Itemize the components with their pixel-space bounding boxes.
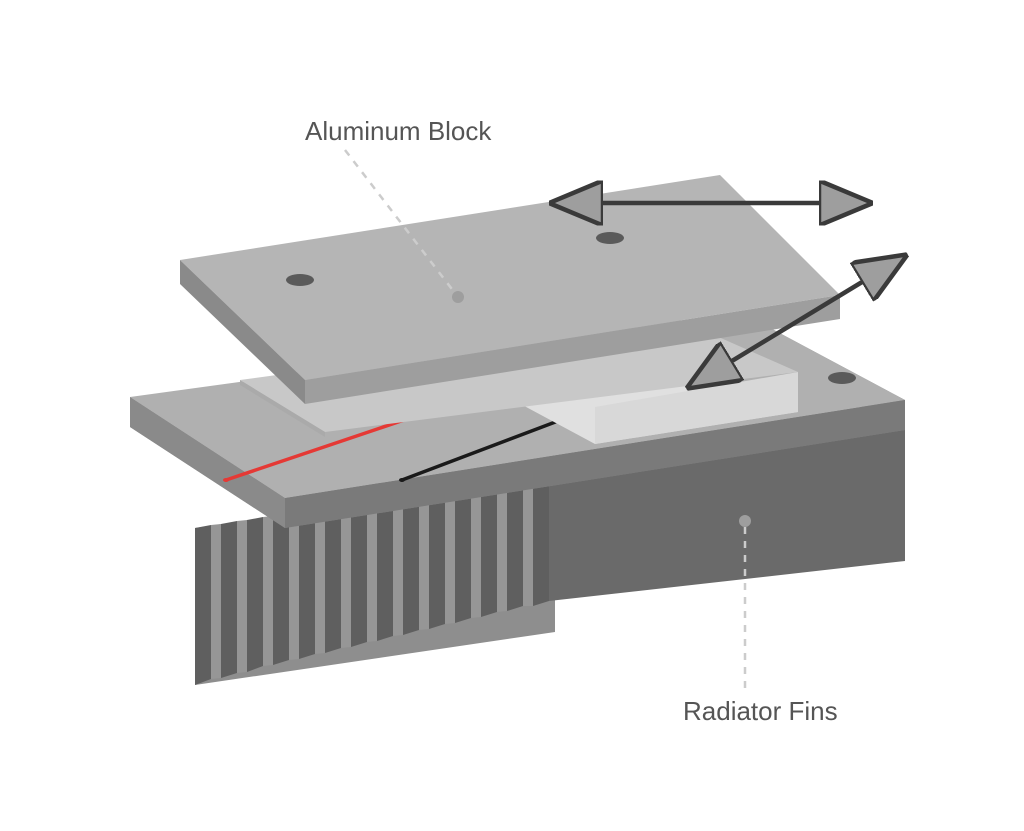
hole-top-left — [286, 274, 314, 286]
label-aluminum-block: Aluminum Block — [305, 116, 491, 147]
leader-top-dot — [452, 291, 464, 303]
heatsink-svg — [0, 0, 1024, 826]
leader-bottom-dot — [739, 515, 751, 527]
hole-top-right — [596, 232, 624, 244]
heatsink-diagram: Aluminum Block Radiator Fins — [0, 0, 1024, 826]
hole-base — [828, 372, 856, 384]
wire-black-end — [399, 478, 405, 482]
wire-red-end — [223, 478, 229, 482]
label-radiator-fins: Radiator Fins — [683, 696, 838, 727]
